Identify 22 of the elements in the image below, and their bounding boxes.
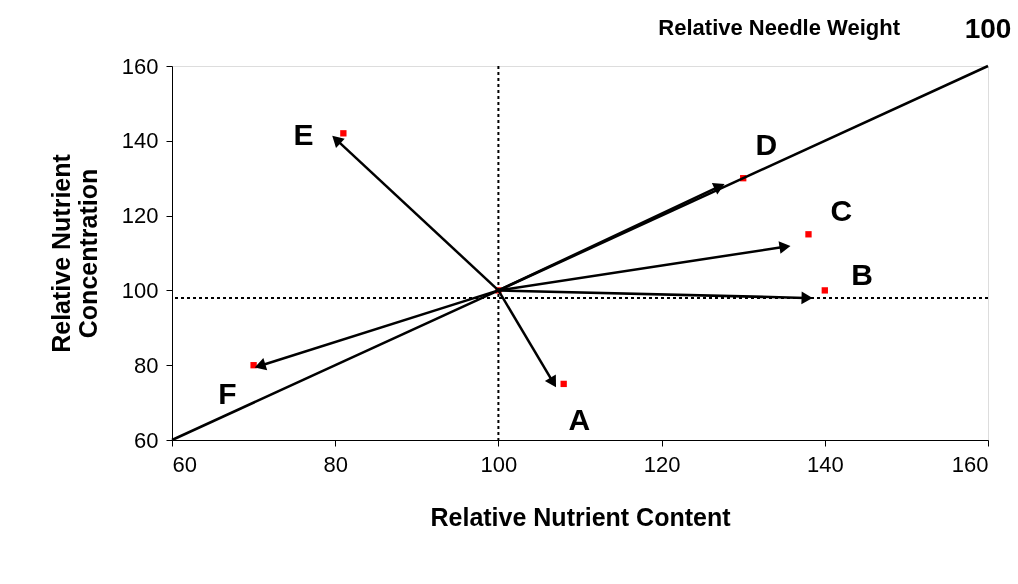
annotation: E xyxy=(293,117,314,151)
y-tick-label: 140 xyxy=(121,128,159,154)
y-tick-label: 100 xyxy=(121,277,159,303)
x-tick-label: 120 xyxy=(643,451,681,477)
x-tick-label: 100 xyxy=(480,451,518,477)
y-tick-label: 80 xyxy=(134,352,159,378)
x-tick-label: 140 xyxy=(806,451,844,477)
annotation: D xyxy=(755,127,778,161)
annotation: F xyxy=(218,377,237,411)
y-tick-label: 120 xyxy=(121,203,159,229)
y-axis-title: Relative Nutrient Concentration xyxy=(46,153,102,353)
annotation: A xyxy=(568,402,591,436)
annotation: C xyxy=(830,193,853,227)
x-tick-label: 60 xyxy=(172,451,197,477)
x-tick-label: 80 xyxy=(323,451,348,477)
annotation: 100 xyxy=(964,13,1012,44)
x-tick-label: 160 xyxy=(951,451,989,477)
annotation: B xyxy=(851,257,873,291)
text: Relative Needle Weight xyxy=(658,15,901,40)
y-tick-label: 60 xyxy=(134,427,159,453)
y-tick-label: 160 xyxy=(121,53,159,79)
x-axis-title: Relative Nutrient Content xyxy=(430,502,732,531)
